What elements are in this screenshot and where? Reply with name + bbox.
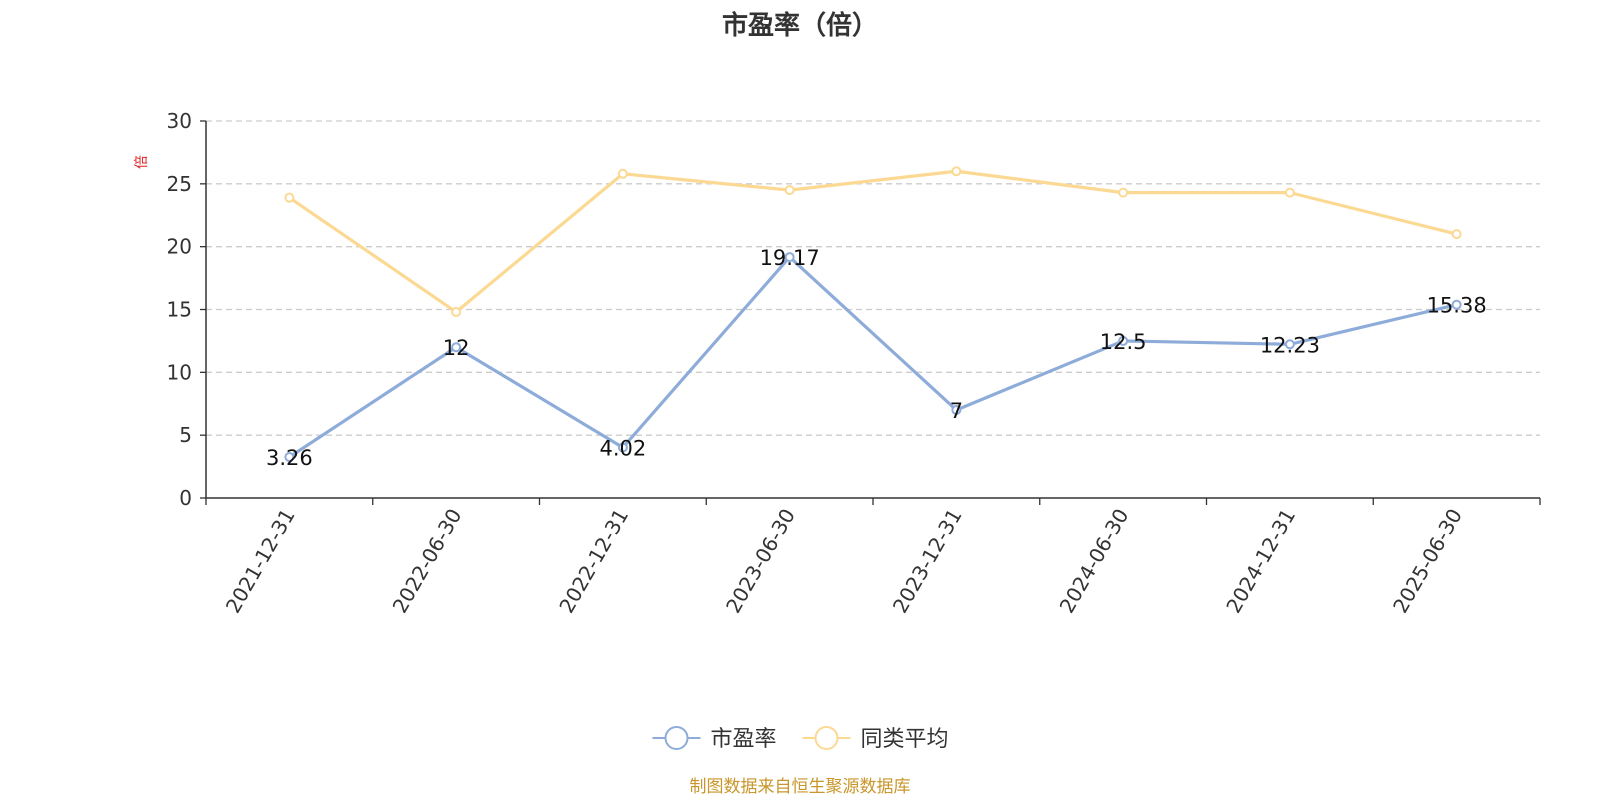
x-tick-label: 2024-12-31 <box>1221 505 1300 618</box>
series-line <box>288 255 1457 459</box>
y-tick-label: 20 <box>167 235 192 259</box>
data-label: 15.38 <box>1427 294 1487 318</box>
x-tick-label: 2023-12-31 <box>888 505 967 618</box>
data-point[interactable] <box>951 166 962 177</box>
legend[interactable]: 市盈率 同类平均 <box>652 726 949 752</box>
data-label: 12.5 <box>1100 330 1147 354</box>
legend-marker-icon <box>664 726 689 750</box>
chart-title: 市盈率（倍） <box>722 10 878 41</box>
data-point[interactable] <box>451 307 462 318</box>
data-labels: 3.26 12 4.02 19.17 7 12.5 12.23 15.38 <box>266 246 1487 470</box>
series-line <box>288 169 1458 314</box>
data-label: 19.17 <box>760 246 820 270</box>
data-point[interactable] <box>284 192 295 203</box>
axes: 0 5 10 15 20 25 30 2021-12-31 2022-06-30 2022-12-… <box>167 109 1541 618</box>
x-tick-label: 2021-12-31 <box>221 505 300 618</box>
y-axis-unit-label: 倍 <box>134 155 150 169</box>
y-tick-label: 15 <box>167 298 192 322</box>
legend-label: 市盈率 <box>711 727 777 752</box>
data-label: 12.23 <box>1260 333 1320 357</box>
data-source-note: 制图数据来自恒生聚源数据库 <box>690 777 911 797</box>
y-tick-label: 10 <box>167 360 192 384</box>
legend-marker-icon <box>814 726 839 750</box>
data-point[interactable] <box>951 405 962 416</box>
data-label: 7 <box>950 399 963 423</box>
y-tick-label: 5 <box>179 423 192 447</box>
data-point[interactable] <box>617 442 628 453</box>
y-tick-label: 30 <box>167 109 192 133</box>
legend-item-peer-average[interactable]: 同类平均 <box>802 726 949 752</box>
series-peer-average <box>284 166 1462 318</box>
data-point[interactable] <box>284 452 295 463</box>
x-tick-label: 2024-06-30 <box>1055 505 1134 618</box>
x-tick-label: 2023-06-30 <box>721 505 800 618</box>
data-point[interactable] <box>1284 339 1295 350</box>
data-point[interactable] <box>784 185 795 196</box>
data-label: 12 <box>443 336 470 360</box>
data-point[interactable] <box>1451 299 1462 310</box>
y-tick-label: 0 <box>179 486 192 510</box>
grid-lines <box>206 120 1540 436</box>
series-pe-ratio <box>284 252 1462 463</box>
x-tick-label: 2022-06-30 <box>388 505 467 618</box>
data-point[interactable] <box>451 342 462 353</box>
series-lines <box>284 166 1462 463</box>
legend-item-pe-ratio[interactable]: 市盈率 <box>652 726 777 752</box>
y-tick-label: 25 <box>167 172 192 196</box>
data-point[interactable] <box>1451 229 1462 240</box>
x-tick-label: 2025-06-30 <box>1388 505 1467 618</box>
data-point[interactable] <box>617 168 628 179</box>
data-point[interactable] <box>1284 187 1295 198</box>
data-point[interactable] <box>1118 335 1129 346</box>
data-point[interactable] <box>1118 187 1129 198</box>
data-point[interactable] <box>784 252 795 263</box>
legend-label: 同类平均 <box>861 727 949 752</box>
data-label: 4.02 <box>599 436 646 460</box>
data-label: 3.26 <box>266 446 313 470</box>
x-tick-label: 2022-12-31 <box>554 505 633 618</box>
